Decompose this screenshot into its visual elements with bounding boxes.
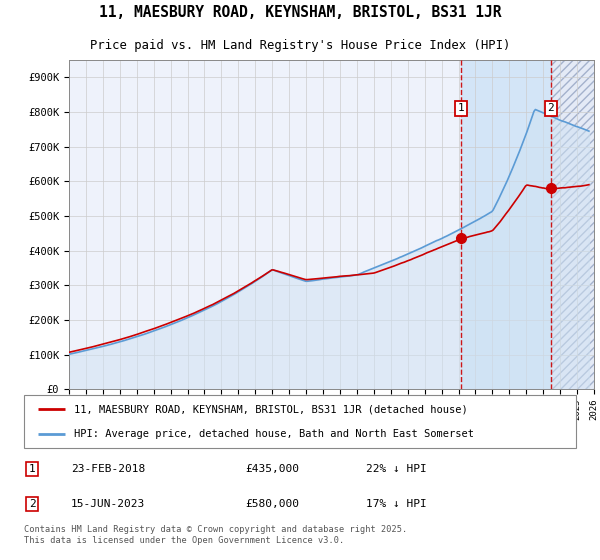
Text: 1: 1 <box>458 104 464 114</box>
Text: £435,000: £435,000 <box>245 464 299 474</box>
Text: 22% ↓ HPI: 22% ↓ HPI <box>366 464 427 474</box>
Text: £580,000: £580,000 <box>245 499 299 509</box>
Text: 2: 2 <box>29 499 35 509</box>
Text: Price paid vs. HM Land Registry's House Price Index (HPI): Price paid vs. HM Land Registry's House … <box>90 39 510 53</box>
FancyBboxPatch shape <box>24 395 576 448</box>
Text: 11, MAESBURY ROAD, KEYNSHAM, BRISTOL, BS31 1JR (detached house): 11, MAESBURY ROAD, KEYNSHAM, BRISTOL, BS… <box>74 404 467 414</box>
Text: 17% ↓ HPI: 17% ↓ HPI <box>366 499 427 509</box>
Bar <box>461 60 551 389</box>
Text: HPI: Average price, detached house, Bath and North East Somerset: HPI: Average price, detached house, Bath… <box>74 428 473 438</box>
Bar <box>551 60 594 389</box>
Text: 11, MAESBURY ROAD, KEYNSHAM, BRISTOL, BS31 1JR: 11, MAESBURY ROAD, KEYNSHAM, BRISTOL, BS… <box>99 6 501 20</box>
Text: 15-JUN-2023: 15-JUN-2023 <box>71 499 145 509</box>
Text: Contains HM Land Registry data © Crown copyright and database right 2025.
This d: Contains HM Land Registry data © Crown c… <box>24 525 407 545</box>
Text: 23-FEB-2018: 23-FEB-2018 <box>71 464 145 474</box>
Text: 2: 2 <box>548 104 554 114</box>
Text: 1: 1 <box>29 464 35 474</box>
